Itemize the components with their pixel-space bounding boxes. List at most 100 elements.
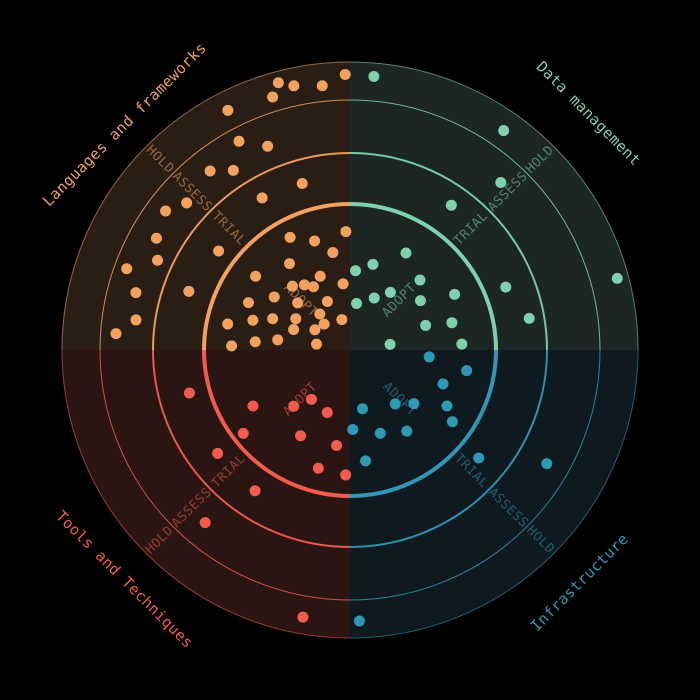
blip-languages-18[interactable] xyxy=(314,270,326,282)
blip-languages-47[interactable] xyxy=(222,104,234,116)
blip-tools-12[interactable] xyxy=(199,517,211,529)
blip-data-8[interactable] xyxy=(446,317,458,329)
blip-infra-8[interactable] xyxy=(461,365,473,377)
blip-languages-7[interactable] xyxy=(267,313,279,325)
blip-tools-1[interactable] xyxy=(305,393,317,405)
blip-data-19[interactable] xyxy=(611,272,623,284)
blip-languages-25[interactable] xyxy=(226,340,238,352)
blip-tools-2[interactable] xyxy=(331,439,343,451)
blip-languages-26[interactable] xyxy=(311,338,323,350)
blip-languages-0[interactable] xyxy=(308,281,319,293)
blip-languages-16[interactable] xyxy=(314,308,326,320)
blip-data-18[interactable] xyxy=(498,125,510,137)
blip-languages-4[interactable] xyxy=(268,291,280,303)
blip-languages-30[interactable] xyxy=(296,177,308,189)
blip-languages-32[interactable] xyxy=(204,165,216,177)
blip-languages-45[interactable] xyxy=(288,80,300,92)
blip-tools-10[interactable] xyxy=(212,447,224,459)
blip-tools-5[interactable] xyxy=(312,462,324,474)
blip-infra-5[interactable] xyxy=(408,398,420,410)
blip-languages-17[interactable] xyxy=(284,231,296,243)
blip-tools-4[interactable] xyxy=(288,400,300,412)
blip-tools-13[interactable] xyxy=(297,611,309,623)
blip-languages-39[interactable] xyxy=(130,314,142,326)
blip-languages-15[interactable] xyxy=(250,270,262,282)
blip-languages-28[interactable] xyxy=(183,285,195,297)
blip-languages-10[interactable] xyxy=(272,334,284,346)
blip-infra-14[interactable] xyxy=(353,615,365,627)
blip-tools-0[interactable] xyxy=(321,406,333,418)
blip-data-3[interactable] xyxy=(367,258,379,270)
blip-languages-49[interactable] xyxy=(272,77,284,89)
blip-infra-10[interactable] xyxy=(423,351,435,363)
blip-languages-1[interactable] xyxy=(298,279,310,291)
blip-languages-2[interactable] xyxy=(286,280,298,292)
blip-languages-20[interactable] xyxy=(336,314,348,326)
blip-data-12[interactable] xyxy=(350,265,362,277)
blip-tools-8[interactable] xyxy=(237,427,249,439)
blip-tools-3[interactable] xyxy=(295,430,306,442)
blip-infra-4[interactable] xyxy=(389,398,401,410)
blip-languages-24[interactable] xyxy=(288,323,300,335)
blip-languages-3[interactable] xyxy=(292,297,304,309)
blip-infra-2[interactable] xyxy=(374,427,386,439)
blip-languages-31[interactable] xyxy=(213,245,225,257)
blip-languages-36[interactable] xyxy=(152,254,164,266)
blip-tools-7[interactable] xyxy=(340,469,352,481)
blip-languages-44[interactable] xyxy=(316,80,328,92)
blip-languages-14[interactable] xyxy=(321,296,333,308)
blip-languages-34[interactable] xyxy=(160,205,172,217)
blip-infra-13[interactable] xyxy=(541,458,553,470)
blip-languages-43[interactable] xyxy=(227,164,239,176)
blip-languages-5[interactable] xyxy=(290,313,302,325)
blip-languages-46[interactable] xyxy=(267,91,279,103)
blip-data-11[interactable] xyxy=(456,338,468,350)
blip-data-6[interactable] xyxy=(414,295,426,307)
ring-line-data-2 xyxy=(349,152,548,351)
blip-languages-13[interactable] xyxy=(309,235,321,247)
blip-infra-3[interactable] xyxy=(401,425,413,437)
blip-data-15[interactable] xyxy=(523,312,535,324)
blip-languages-11[interactable] xyxy=(249,336,261,348)
blip-infra-11[interactable] xyxy=(356,403,368,415)
blip-data-10[interactable] xyxy=(384,338,396,350)
blip-languages-41[interactable] xyxy=(262,140,274,152)
blip-languages-33[interactable] xyxy=(181,197,193,209)
blip-languages-6[interactable] xyxy=(242,297,254,309)
blip-languages-23[interactable] xyxy=(340,226,352,238)
blip-languages-12[interactable] xyxy=(327,247,339,259)
blip-infra-7[interactable] xyxy=(437,378,449,390)
blip-languages-48[interactable] xyxy=(339,68,351,80)
blip-languages-9[interactable] xyxy=(222,318,234,330)
blip-languages-35[interactable] xyxy=(150,232,162,244)
blip-languages-40[interactable] xyxy=(110,328,122,340)
blip-data-5[interactable] xyxy=(414,274,426,286)
blip-infra-0[interactable] xyxy=(347,423,359,435)
blip-infra-12[interactable] xyxy=(473,452,485,464)
blip-languages-42[interactable] xyxy=(233,135,245,147)
blip-languages-21[interactable] xyxy=(318,318,330,330)
blip-tools-9[interactable] xyxy=(183,387,195,399)
blip-data-1[interactable] xyxy=(368,292,380,304)
blip-data-16[interactable] xyxy=(495,177,507,189)
blip-data-9[interactable] xyxy=(420,319,432,331)
blip-languages-37[interactable] xyxy=(121,263,133,275)
blip-data-13[interactable] xyxy=(445,199,457,211)
blip-languages-8[interactable] xyxy=(247,314,259,326)
blip-infra-9[interactable] xyxy=(446,416,458,428)
blip-data-14[interactable] xyxy=(500,281,512,293)
blip-languages-27[interactable] xyxy=(283,258,295,270)
blip-tools-11[interactable] xyxy=(249,485,261,497)
blip-languages-22[interactable] xyxy=(309,324,321,336)
blip-languages-38[interactable] xyxy=(130,287,142,299)
blip-languages-19[interactable] xyxy=(337,278,349,290)
blip-infra-6[interactable] xyxy=(441,400,453,412)
blip-data-0[interactable] xyxy=(351,297,363,309)
blip-tools-6[interactable] xyxy=(247,400,259,412)
blip-data-2[interactable] xyxy=(384,286,396,298)
blip-infra-1[interactable] xyxy=(360,455,372,467)
blip-languages-29[interactable] xyxy=(256,192,268,204)
blip-data-4[interactable] xyxy=(400,247,412,259)
blip-data-17[interactable] xyxy=(368,71,380,83)
blip-data-7[interactable] xyxy=(449,288,461,300)
